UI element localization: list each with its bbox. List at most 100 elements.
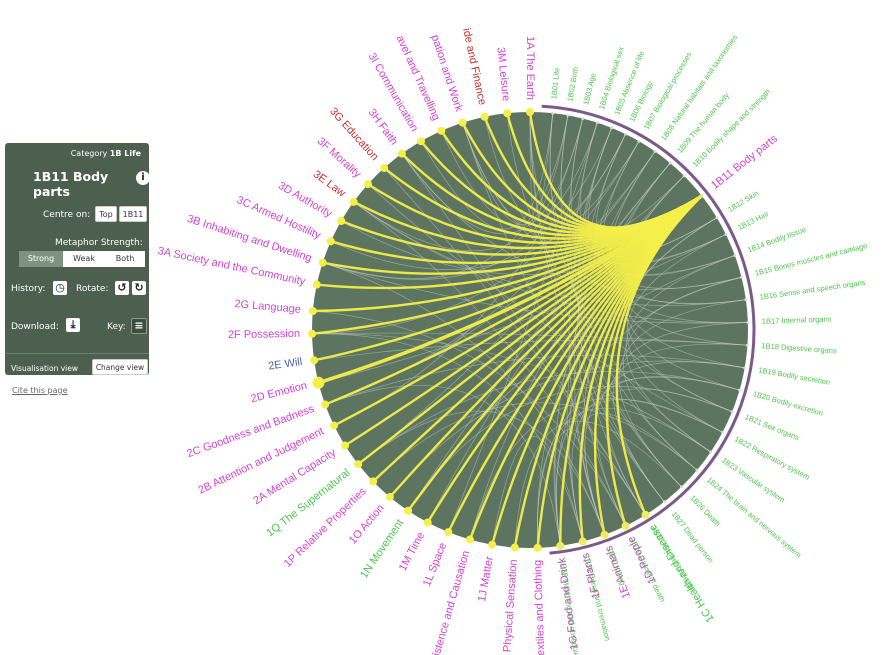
chord-line-10 [448,122,598,533]
chord-line-39 [462,122,735,276]
centre-top-button[interactable]: Top [95,206,117,222]
right-node-dot-9 [682,174,686,178]
chord-line-66 [536,407,711,548]
right-node-dot-28 [603,533,607,537]
right-node-dot-8 [668,161,672,165]
category-arc [541,104,756,555]
chord-line-88 [491,436,584,545]
info-icon[interactable]: i [136,171,150,185]
right-node-dot-7 [653,149,657,153]
node-dot-21 [354,460,363,469]
node-dot-25 [423,518,432,527]
node-dot-1 [503,109,512,118]
right-label-24: 1B26 Death [688,493,722,528]
strength-both-button[interactable]: Both [105,251,145,267]
right-label-2: 1B03 Age [581,72,598,106]
chord-line-52 [314,339,748,361]
control-panel: Category 1B Life 1B11 Body parts i Centr… [5,143,150,375]
left-label-14: 2G Language [234,298,301,316]
history-clock-icon[interactable]: ◷ [53,281,67,295]
right-node-dot-20 [730,410,734,414]
left-label-19: 2B Attention and Judgement [196,425,325,496]
right-label-14: 1B15 Bones muscles and cartilage [754,241,868,278]
node-dot-9 [349,197,358,206]
key-menu-icon[interactable]: ≡ [131,318,147,334]
chord-line-73 [514,420,682,548]
cite-this-page-link[interactable]: Cite this page [12,386,68,395]
change-view-button[interactable]: Change view [92,359,148,375]
node-dot-13 [312,280,321,289]
chord-line-42 [401,153,742,290]
right-node-dot-26 [644,513,648,517]
left-label-28: 1J Matter [476,555,496,603]
left-label-9: 3E Law [311,168,348,199]
chord-line-36 [529,111,727,264]
right-label-23: 1B24 The brain and nervous system [705,475,803,559]
chord-line-90 [325,385,561,546]
node-dot-24 [404,506,413,515]
right-node-dot-2 [581,116,585,120]
right-label-15: 1B16 Sense and speech organs [759,278,866,302]
chord-line-67 [312,333,711,453]
right-label-12: 1B13 Hair [736,209,770,232]
node-dot-27 [465,535,474,544]
node-dot-20 [341,441,350,450]
visualisation-view-label: Visualisation view [11,364,78,373]
node-dot-22 [369,477,378,486]
chord-line-59 [584,376,740,535]
node-dot-12 [318,258,327,267]
right-node-dot-17 [745,343,749,347]
chord-line-53 [605,343,748,516]
right-label-13: 1B14 Bodily tissue [746,225,807,255]
right-node-dot-12 [724,232,728,236]
chord-line-27 [469,175,685,540]
right-node-dot-29 [581,540,585,544]
left-label-17: 2D Emotion [250,380,309,406]
chord-line-1 [420,113,554,230]
right-node-dot-15 [744,298,748,302]
left-label-21: 1Q The Supernatural [264,467,352,540]
node-dot-10 [337,217,346,225]
right-node-dot-24 [679,485,683,489]
node-dot-16 [310,356,319,365]
chord-line-0 [529,111,554,222]
left-label-25: 1M Time [397,530,427,573]
right-node-dot-30 [558,544,562,548]
panel-divider [5,353,149,354]
right-node-dot-21 [720,430,724,434]
left-label-26: 1L Space [421,541,449,588]
chord-line-75 [462,122,665,503]
right-node-dot-3 [595,121,599,125]
right-node-dot-5 [624,132,628,136]
right-node-dot-4 [610,126,614,130]
chord-line-44 [623,276,742,471]
node-dot-14 [308,307,317,316]
rotate-left-icon[interactable]: ↺ [115,281,129,295]
centre-1b11-button[interactable]: 1B11 [119,206,147,222]
strength-strong-button[interactable]: Strong [19,251,63,267]
chord-line-47 [618,299,746,488]
right-node-dot-1 [566,113,570,117]
chord-line-46 [484,116,746,304]
history-label: History: [11,284,46,294]
chord-line-85 [357,410,605,535]
strength-weak-button[interactable]: Weak [63,251,105,267]
right-node-dot-13 [733,253,737,257]
category-prefix: Category [70,149,108,158]
node-dot-2 [480,112,489,121]
chord-line-34 [341,217,718,275]
chord-line-70 [372,402,698,482]
chord-line-64 [367,183,723,433]
download-icon[interactable]: ⤓ [66,318,80,332]
key-label: Key: [107,322,126,332]
chord-line-80 [577,127,646,516]
right-label-0: 1B01 Life [549,67,561,99]
chord-line-51 [312,332,748,346]
left-label-30: 1H Textiles and Clothing [532,560,548,655]
right-label-11: 1B12 Skin [726,189,760,214]
right-label-29: 1B31 Burial and cremation [582,554,612,642]
node-dot-4 [437,126,446,135]
rotate-right-icon[interactable]: ↻ [132,281,146,295]
chord-line-3 [462,115,569,225]
